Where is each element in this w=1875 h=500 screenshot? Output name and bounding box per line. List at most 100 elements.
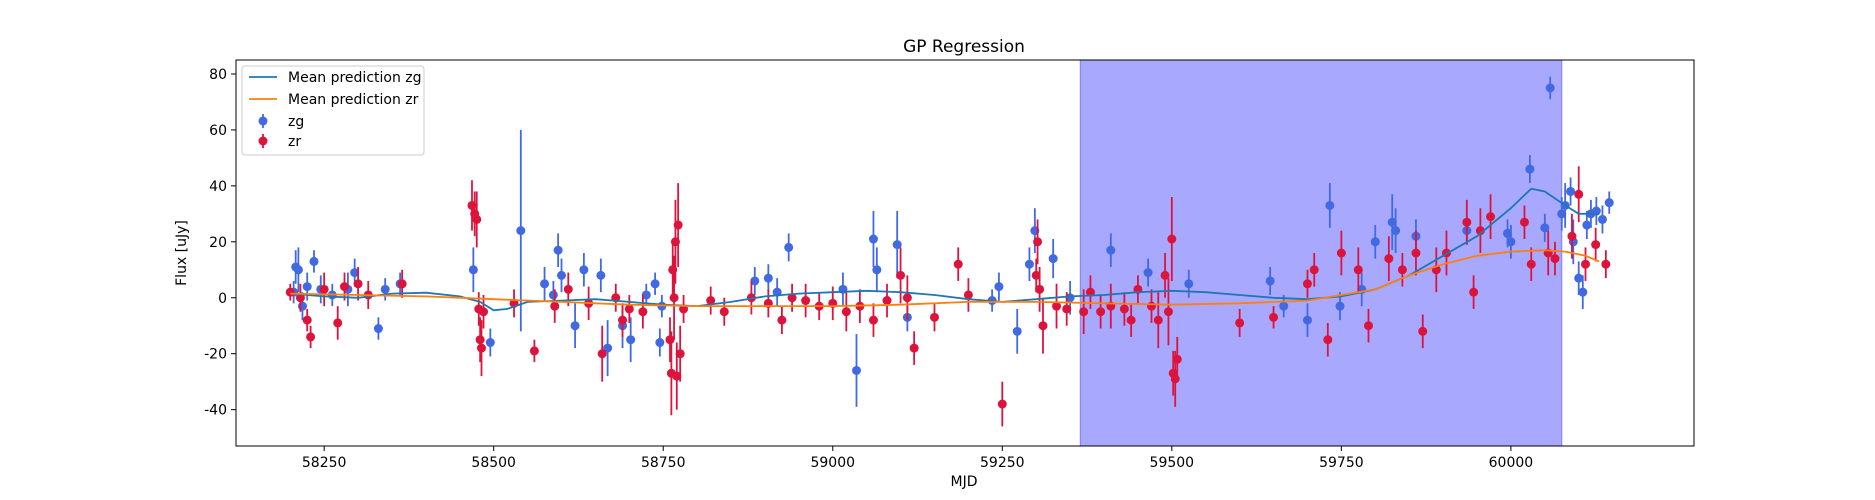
- legend-label-mean-prediction-zr: Mean prediction zr: [288, 92, 419, 108]
- zr-data-point: [529, 346, 539, 356]
- y-tick-label: -20: [204, 347, 227, 363]
- zg-data-point: [540, 279, 550, 289]
- zr-data-point: [1038, 321, 1048, 331]
- zr-data-point: [353, 279, 363, 289]
- zr-data-point: [550, 301, 560, 311]
- zg-data-point: [784, 242, 794, 252]
- x-tick-label: 59250: [980, 455, 1025, 471]
- zr-data-point: [1096, 307, 1106, 317]
- zg-data-point: [851, 365, 861, 375]
- zg-data-point: [350, 268, 360, 278]
- zr-data-point: [618, 315, 628, 325]
- zr-data-point: [1574, 189, 1584, 199]
- zg-data-point: [557, 270, 567, 280]
- zr-data-point: [1302, 279, 1312, 289]
- zr-data-point: [1062, 304, 1072, 314]
- zr-data-point: [1146, 301, 1156, 311]
- zg-data-point: [1265, 276, 1275, 286]
- series-layer: [285, 76, 1614, 427]
- zg-data-point: [579, 265, 589, 275]
- zg-data-point: [892, 240, 902, 250]
- zg-data-point: [750, 276, 760, 286]
- zr-data-point: [1163, 307, 1173, 317]
- zg-data-point: [650, 279, 660, 289]
- zg-data-point: [1279, 301, 1289, 311]
- zr-data-point: [997, 399, 1007, 409]
- zr-data-point: [1486, 212, 1496, 222]
- zr-data-point: [1031, 270, 1041, 280]
- zg-data-point: [872, 265, 882, 275]
- zr-data-point: [624, 304, 634, 314]
- zg-data-point: [994, 282, 1004, 292]
- zr-data-point: [397, 279, 407, 289]
- x-tick-label: 59750: [1319, 455, 1364, 471]
- zr-data-point: [896, 270, 906, 280]
- zg-data-point: [309, 256, 319, 266]
- zr-data-point: [1170, 374, 1180, 384]
- legend-label-mean-prediction-zg: Mean prediction zg: [288, 70, 422, 86]
- zr-data-point: [675, 349, 685, 359]
- mean-prediction-zg-line: [290, 187, 1600, 312]
- zg-data-point: [603, 343, 613, 353]
- zg-data-point: [1503, 228, 1513, 238]
- zr-data-point: [285, 287, 295, 297]
- x-tick-label: 60000: [1489, 455, 1534, 471]
- zr-data-point: [563, 284, 573, 294]
- zr-data-point: [472, 214, 482, 224]
- zr-data-point: [929, 312, 939, 322]
- zr-data-point: [638, 307, 648, 317]
- zr-data-point: [1085, 287, 1095, 297]
- zr-data-point: [1269, 312, 1279, 322]
- axes-layer: 58250 58500 58750 59000 59250 59500 59750 60000…: [204, 67, 1533, 471]
- zr-data-point: [953, 259, 963, 269]
- zr-data-point: [1384, 254, 1394, 264]
- zg-data-point: [1302, 315, 1312, 325]
- x-tick-label: 58750: [641, 455, 686, 471]
- zg-data-point: [1597, 214, 1607, 224]
- zr-data-point: [1469, 287, 1479, 297]
- legend-box: [241, 65, 425, 156]
- zr-data-point: [1160, 270, 1170, 280]
- zr-data-point: [1153, 315, 1163, 325]
- zr-data-point: [1119, 304, 1129, 314]
- zr-data-point: [669, 293, 679, 303]
- zr-data-point: [1126, 315, 1136, 325]
- mean-prediction-zr-line: [290, 249, 1600, 307]
- zr-data-point: [1591, 240, 1601, 250]
- legend: Mean prediction zg Mean prediction zr zg zr: [241, 65, 425, 156]
- zr-data-point: [909, 343, 919, 353]
- zr-data-point: [963, 290, 973, 300]
- zr-data-point: [1550, 254, 1560, 264]
- zg-data-point: [1012, 326, 1022, 336]
- zg-data-point: [297, 301, 307, 311]
- zr-data-point: [306, 332, 316, 342]
- zr-data-point: [476, 343, 486, 353]
- zr-data-point: [1526, 259, 1536, 269]
- zr-data-point: [868, 315, 878, 325]
- y-tick-label: -40: [204, 403, 227, 419]
- zr-data-point: [1323, 335, 1333, 345]
- chart-title: GP Regression: [903, 37, 1025, 57]
- legend-label-zg: zg: [288, 114, 304, 130]
- zr-data-point: [302, 315, 312, 325]
- zr-data-point: [1475, 226, 1485, 236]
- legend-swatch-zr: [258, 136, 268, 146]
- zg-data-point: [763, 273, 773, 283]
- y-tick-label: 40: [209, 179, 227, 195]
- zr-data-point: [1601, 259, 1611, 269]
- zr-data-point: [1235, 318, 1245, 328]
- zr-data-point: [1172, 354, 1182, 364]
- zr-data-point: [1336, 248, 1346, 258]
- zr-data-point: [841, 307, 851, 317]
- zr-data-point: [672, 371, 682, 381]
- zr-data-point: [882, 296, 892, 306]
- zg-data-point: [1540, 223, 1550, 233]
- zr-data-point: [1519, 217, 1529, 227]
- zr-data-point: [1567, 231, 1577, 241]
- shaded-region: [1079, 60, 1563, 446]
- zg-data-point: [1335, 301, 1345, 311]
- zg-data-point: [516, 226, 526, 236]
- zg-data-point: [553, 245, 563, 255]
- zr-data-point: [1411, 248, 1421, 258]
